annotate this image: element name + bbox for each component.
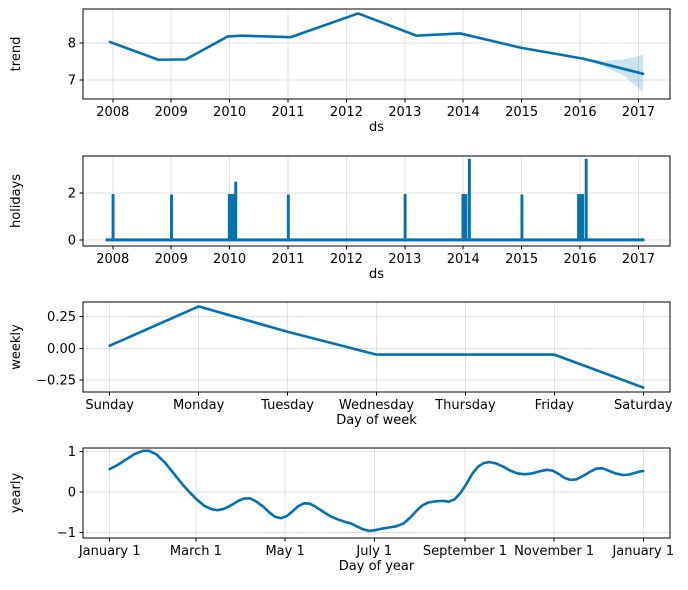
y-tick-label: 0 xyxy=(68,233,76,248)
x-tick-label: 2013 xyxy=(388,105,421,120)
x-tick-label: Friday xyxy=(535,398,575,413)
x-tick-label: 2010 xyxy=(213,252,246,267)
x-tick-label: July 1 xyxy=(355,544,392,559)
holidays-xlabel: ds xyxy=(369,267,384,282)
holiday-spike xyxy=(227,194,236,240)
weekly-subplot: Sunday Monday Tuesday Wednesday Thursday Frid… xyxy=(9,301,673,428)
x-tick-label: November 1 xyxy=(514,544,594,559)
holiday-spike xyxy=(403,194,407,240)
x-tick-label: Wednesday xyxy=(339,398,415,413)
uncertainty-band xyxy=(582,54,644,93)
x-tick-label: 2010 xyxy=(213,105,246,120)
y-tick-label: 0 xyxy=(68,485,76,500)
trend-ylabel: trend xyxy=(9,37,24,72)
x-tick-label: March 1 xyxy=(170,544,222,559)
yearly-line xyxy=(108,449,645,533)
x-tick-label: 2015 xyxy=(505,252,538,267)
x-tick-label: 2011 xyxy=(271,105,304,120)
y-tick-label: 0.25 xyxy=(47,310,76,325)
x-tick-label: May 1 xyxy=(265,544,304,559)
trend-line xyxy=(108,12,645,76)
holiday-spike xyxy=(461,194,468,240)
x-tick-label: 2017 xyxy=(622,252,655,267)
x-tick-label: 2008 xyxy=(96,105,129,120)
weekly-ylabel: weekly xyxy=(9,324,24,370)
x-tick-label: 2014 xyxy=(447,105,480,120)
holiday-spike xyxy=(234,181,238,240)
axes-spines xyxy=(82,8,671,100)
trend-xlabel: ds xyxy=(369,120,384,135)
y-tick-label: 1 xyxy=(68,445,76,460)
axes-spines xyxy=(82,447,671,539)
y-tick-label: 7 xyxy=(68,74,76,89)
x-tick-label: January 1 xyxy=(611,544,674,559)
x-tick-label: January 1 xyxy=(78,544,141,559)
x-tick-label: Tuesday xyxy=(260,398,314,413)
holidays-ylabel: holidays xyxy=(9,174,24,228)
holiday-spike xyxy=(467,158,471,240)
x-tick-label: 2015 xyxy=(505,105,538,120)
x-tick-label: Thursday xyxy=(434,398,496,413)
x-tick-label: 2009 xyxy=(155,252,188,267)
x-tick-label: 2009 xyxy=(155,105,188,120)
y-tick-label: −0.25 xyxy=(36,373,76,388)
y-tick-label: 2 xyxy=(68,186,76,201)
x-tick-label: 2011 xyxy=(271,252,304,267)
x-tick-label: 2012 xyxy=(330,105,363,120)
holidays-subplot: 2008 2009 2010 2011 2012 2013 2014 2015 2016 2017… xyxy=(9,155,671,282)
holiday-spike xyxy=(111,194,115,240)
x-tick-label: 2014 xyxy=(447,252,480,267)
holiday-spike xyxy=(584,158,588,240)
trend-subplot: 2008 2009 2010 2011 2012 2013 2014 2015 2016 2017… xyxy=(9,8,671,135)
x-tick-label: Saturday xyxy=(614,398,673,413)
holiday-spike xyxy=(286,194,290,240)
weekly-line xyxy=(108,305,645,389)
weekly-xlabel: Day of week xyxy=(336,413,417,428)
holiday-spike xyxy=(170,194,173,240)
x-tick-label: 2012 xyxy=(330,252,363,267)
x-tick-label: 2008 xyxy=(96,252,129,267)
y-tick-label: 8 xyxy=(68,37,76,52)
yearly-subplot: January 1 March 1 May 1 July 1 September 1 No… xyxy=(9,445,674,574)
x-tick-label: 2016 xyxy=(564,252,597,267)
x-tick-label: September 1 xyxy=(423,544,507,559)
x-tick-label: Sunday xyxy=(85,398,134,413)
x-tick-label: Monday xyxy=(173,398,225,413)
yearly-xlabel: Day of year xyxy=(339,559,415,574)
axes-spines xyxy=(82,155,671,247)
y-tick-label: −1 xyxy=(57,526,76,541)
holiday-spike xyxy=(520,194,524,240)
y-tick-label: 0.00 xyxy=(47,342,76,357)
x-tick-label: 2013 xyxy=(388,252,421,267)
holiday-spike xyxy=(577,194,585,240)
yearly-ylabel: yearly xyxy=(9,473,24,514)
x-tick-label: 2017 xyxy=(622,105,655,120)
x-tick-label: 2016 xyxy=(564,105,597,120)
